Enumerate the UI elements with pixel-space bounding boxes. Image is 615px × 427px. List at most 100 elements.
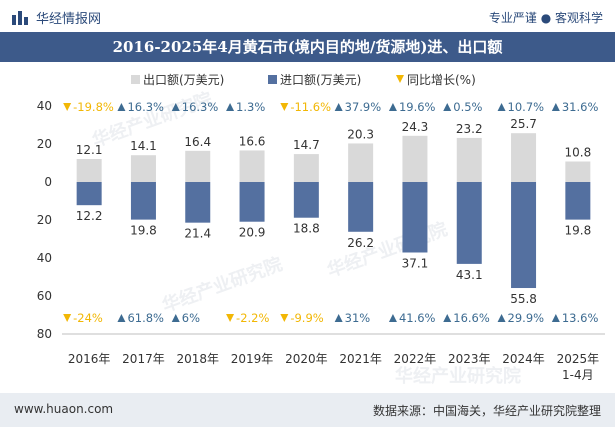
x-tick-label: 2024年 (502, 352, 545, 366)
import-bar (185, 182, 211, 223)
data-source: 数据来源：中国海关，华经产业研究院整理 (372, 404, 601, 418)
import-value-label: 26.2 (347, 236, 374, 250)
growth-up-triangle (171, 103, 180, 111)
y-tick-label: 40 (37, 99, 52, 113)
growth-up-triangle (117, 314, 126, 322)
growth-down-triangle (280, 314, 289, 322)
x-tick-label: 2020年 (285, 352, 328, 366)
y-tick-label: 20 (37, 137, 52, 151)
import-growth-label: 6% (182, 311, 200, 325)
export-value-label: 14.1 (130, 139, 157, 153)
y-tick-label: 0 (44, 175, 52, 189)
import-growth-label: 16.6% (453, 311, 490, 325)
import-growth-label: -24% (73, 311, 103, 325)
export-bar (239, 150, 265, 182)
import-bar (402, 182, 428, 253)
import-value-label: 12.2 (76, 209, 103, 223)
export-growth-label: 1.3% (236, 100, 265, 114)
watermark-text: 华经产业研究院 (324, 218, 450, 282)
export-growth-label: 10.7% (508, 100, 545, 114)
export-value-label: 20.3 (347, 127, 374, 141)
import-bar (511, 182, 537, 289)
export-bar (293, 154, 319, 182)
export-growth-label: -11.6% (290, 100, 331, 114)
import-value-label: 19.8 (564, 224, 591, 238)
export-value-label: 16.4 (184, 135, 211, 149)
import-value-label: 21.4 (184, 227, 211, 241)
x-tick-label: 2019年 (231, 352, 274, 366)
x-tick-label: 2017年 (122, 352, 165, 366)
export-value-label: 23.2 (456, 122, 483, 136)
export-growth-label: 37.9% (345, 100, 382, 114)
import-value-label: 43.1 (456, 268, 483, 282)
value-labels: 12.1 12.2 14.1 19.8 16.4 21.4 16.6 20.9 14.7 18.8… (76, 117, 591, 306)
export-value-label: 16.6 (239, 134, 266, 148)
growth-up-triangle (334, 314, 343, 322)
growth-up-triangle (117, 103, 126, 111)
import-growth-label: 61.8% (127, 311, 164, 325)
import-bar (239, 182, 265, 222)
growth-up-triangle (443, 103, 452, 111)
import-bar (565, 182, 591, 220)
legend-swatch-export (131, 75, 140, 84)
bars (76, 133, 591, 289)
import-value-label: 18.8 (293, 222, 320, 236)
import-value-label: 20.9 (239, 226, 266, 240)
watermark-text: 华经产业研究院 (159, 253, 285, 317)
import-bar (76, 182, 102, 206)
export-bar (456, 137, 482, 182)
import-bar (130, 182, 156, 220)
growth-up-triangle (388, 314, 397, 322)
x-tick-label: 2016年 (68, 352, 111, 366)
export-value-label: 12.1 (76, 143, 103, 157)
legend-swatch-import (268, 75, 277, 84)
growth-up-triangle (443, 314, 452, 322)
import-growth-label: 29.9% (508, 311, 545, 325)
x-tick-label: 2018年 (176, 352, 219, 366)
growth-down-triangle (280, 103, 289, 111)
import-bar (293, 182, 319, 218)
x-tick-label: 2021年 (339, 352, 382, 366)
top-bar: 华经情报网 专业严谨 ● 客观科学 (0, 0, 615, 32)
y-tick-label: 80 (37, 327, 52, 341)
x-tick-label: 2022年 (394, 352, 437, 366)
export-bar (565, 161, 591, 182)
import-growth-label: -9.9% (290, 311, 323, 325)
export-growth-label: 16.3% (127, 100, 164, 114)
website-link[interactable]: www.huaon.com (14, 402, 114, 416)
growth-down-triangle (63, 103, 72, 111)
logo-text: 华经情报网 (36, 12, 102, 27)
growth-up-triangle (551, 103, 560, 111)
chart-title: 2016-2025年4月黄石市(境内目的地/货源地)进、出口额 (0, 32, 615, 62)
growth-up-triangle (497, 103, 506, 111)
watermark-text: 华经产业研究院 (395, 365, 521, 387)
export-value-label: 24.3 (402, 120, 429, 134)
import-bar (456, 182, 482, 264)
export-growth-label: 31.6% (562, 100, 599, 114)
growth-up-triangle (497, 314, 506, 322)
import-growth-label: 31% (345, 311, 371, 325)
x-tick-label: 1-4月 (562, 368, 594, 382)
growth-up-triangle (388, 103, 397, 111)
import-growth-label: 13.6% (562, 311, 599, 325)
logo[interactable]: 华经情报网 (12, 8, 101, 27)
growth-up-triangle (171, 314, 180, 322)
y-tick-label: 40 (37, 251, 52, 265)
footer: www.huaon.com 数据来源：中国海关，华经产业研究院整理 (0, 393, 615, 427)
x-tick-label: 2023年 (448, 352, 491, 366)
x-tick-label: 2025年 (557, 352, 600, 366)
y-tick-label: 60 (37, 289, 52, 303)
slogan: 专业严谨 ● 客观科学 (488, 11, 603, 25)
logo-icon (12, 10, 28, 25)
import-bar (348, 182, 374, 232)
growth-down-triangle (63, 314, 72, 322)
growth-up-triangle (226, 103, 235, 111)
export-bar (185, 150, 211, 182)
legend-label-import: 进口额(万美元) (280, 73, 361, 87)
import-value-label: 37.1 (402, 256, 429, 270)
export-growth-label: -19.8% (73, 100, 114, 114)
export-bar (76, 159, 102, 182)
legend-triangle-growth (396, 75, 404, 83)
export-bar (511, 133, 537, 182)
